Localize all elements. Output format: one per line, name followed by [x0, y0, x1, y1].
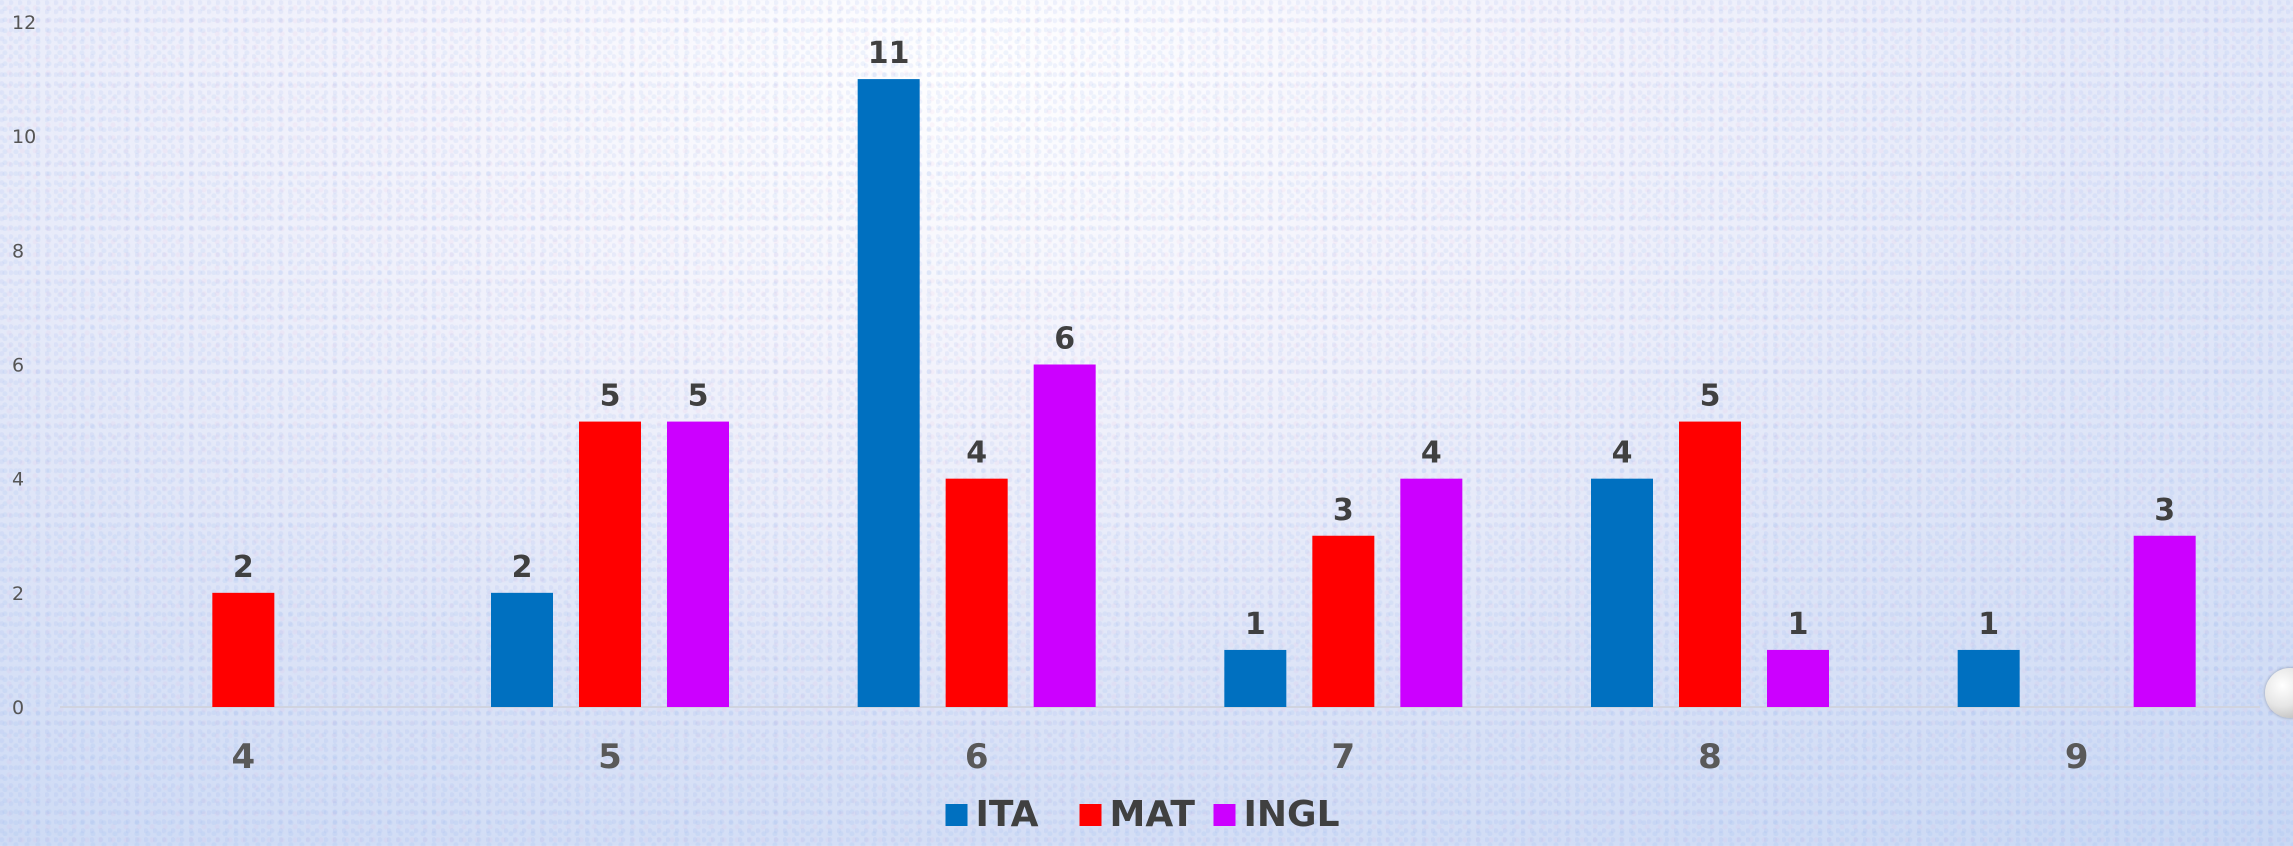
bar-ita-8: [1591, 478, 1653, 707]
bar-mat-6: [945, 478, 1008, 707]
bar-ingl-9: [2133, 535, 2196, 707]
bar-ingl-8: [1767, 649, 1829, 707]
y-axis-ticks: 0 2 4 6 8 10 12: [12, 12, 36, 719]
x-tick-label: 9: [2065, 737, 2089, 777]
bar-ingl-6: [1033, 364, 1096, 707]
data-label-ita-5: 2: [512, 550, 533, 585]
bar-mat-4: [212, 592, 275, 707]
legend-swatch-ita: [945, 804, 968, 826]
x-tick-label: 4: [231, 737, 255, 777]
data-label-ingl-5: 5: [688, 379, 709, 414]
data-label-mat-5: 5: [600, 379, 621, 414]
data-label-ingl-8: 1: [1788, 607, 1809, 642]
bar-ingl-7: [1400, 478, 1463, 707]
bar-mat-7: [1312, 535, 1375, 707]
x-tick-label: 5: [598, 737, 622, 777]
data-label-ingl-7: 4: [1421, 436, 1442, 471]
y-tick-label: 4: [12, 469, 24, 491]
legend-swatch-ingl: [1213, 804, 1236, 826]
data-label-mat-4: 2: [233, 550, 254, 585]
data-label-ita-7: 1: [1245, 607, 1266, 642]
data-label-mat-8: 5: [1700, 379, 1721, 414]
data-label-ita-8: 4: [1612, 436, 1633, 471]
y-tick-label: 10: [12, 126, 36, 148]
y-tick-label: 12: [12, 12, 36, 34]
x-tick-label: 7: [1331, 737, 1355, 777]
legend-label-ingl: INGL: [1244, 794, 1340, 835]
x-tick-label: 8: [1698, 737, 1722, 777]
data-label-ingl-6: 6: [1054, 322, 1075, 357]
x-axis-ticks: 4 5 6 7 8 9: [231, 737, 2088, 777]
bar-ita-6: [857, 79, 920, 708]
bar-ingl-5: [667, 421, 729, 707]
data-label-ita-6: 11: [868, 36, 910, 71]
legend-label-ita: ITA: [976, 794, 1039, 835]
data-label-mat-7: 3: [1333, 493, 1354, 528]
legend-swatch-mat: [1079, 804, 1102, 826]
y-tick-label: 6: [12, 355, 24, 377]
y-tick-label: 2: [12, 583, 24, 605]
data-label-ita-9: 1: [1978, 607, 1999, 642]
data-label-mat-6: 4: [966, 436, 987, 471]
legend: ITA MAT INGL: [945, 794, 1340, 835]
bar-ita-5: [491, 592, 553, 707]
data-label-ingl-9: 3: [2154, 493, 2175, 528]
bar-ita-9: [1957, 649, 2020, 707]
bar-mat-5: [579, 421, 641, 707]
x-tick-label: 6: [965, 737, 989, 777]
y-tick-label: 8: [12, 240, 24, 262]
legend-label-mat: MAT: [1110, 794, 1196, 835]
bar-mat-8: [1679, 421, 1741, 707]
y-tick-label: 0: [12, 697, 24, 719]
bar-ita-7: [1224, 649, 1287, 707]
